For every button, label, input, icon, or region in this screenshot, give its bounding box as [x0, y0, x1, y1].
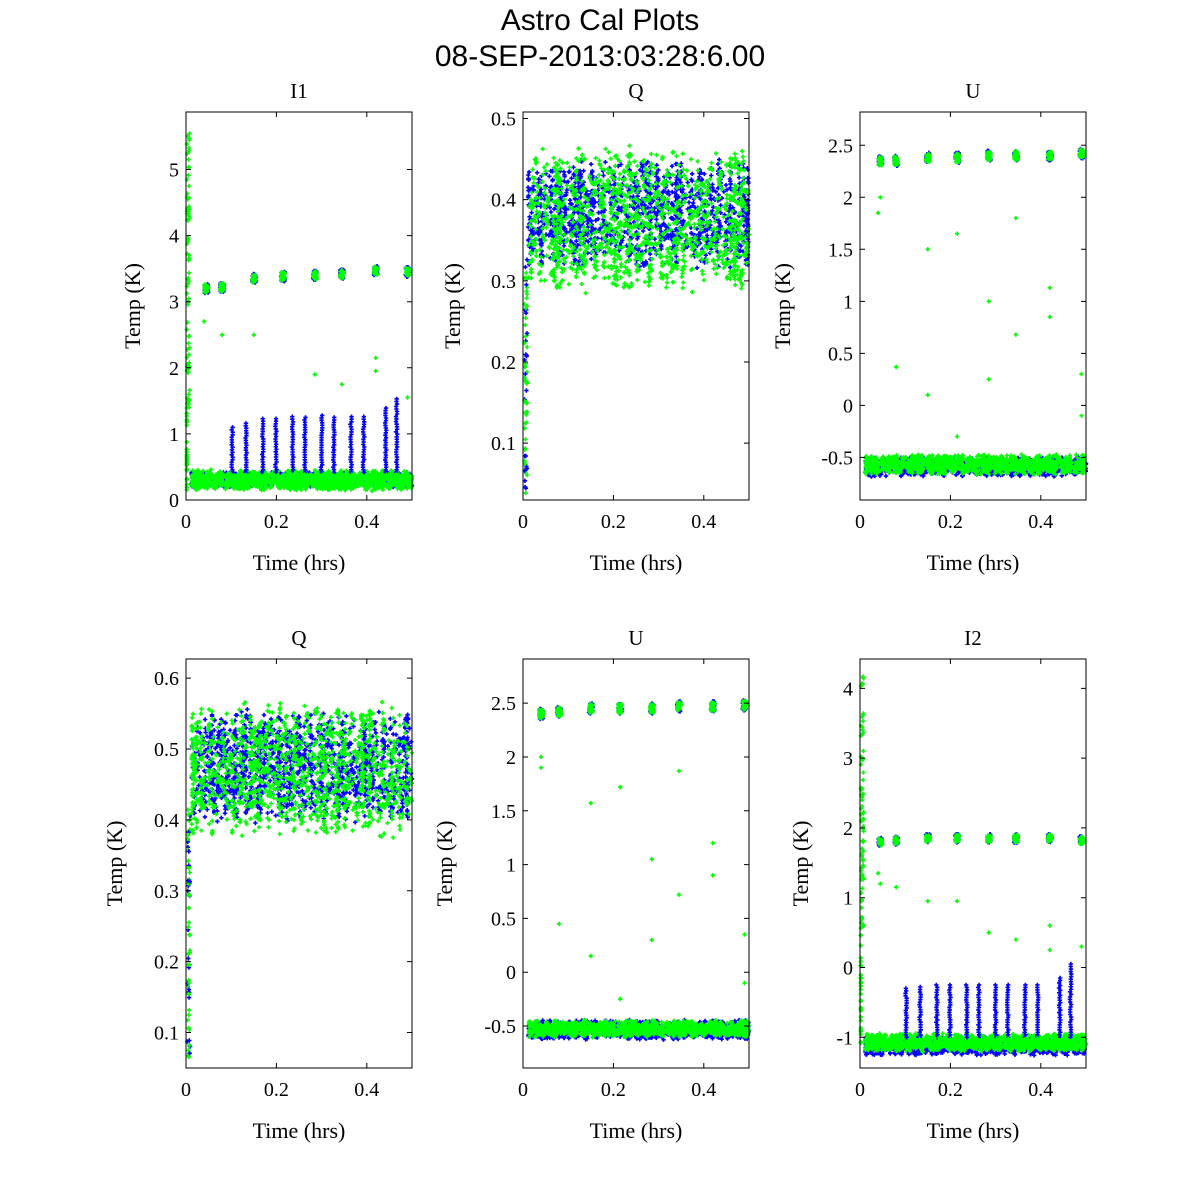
blue-spike-point [383, 405, 389, 411]
blue-point [548, 209, 554, 215]
green-outlier-point [339, 382, 345, 387]
y-tick-label: 0 [169, 490, 179, 512]
blue-point [535, 170, 540, 175]
blue-spike-point [332, 415, 337, 420]
blue-spike-point [361, 414, 366, 419]
x-tick-label: 0.2 [264, 511, 289, 533]
green-start-point [186, 341, 191, 346]
blue-point [741, 223, 747, 228]
green-start-point [186, 157, 191, 162]
green-start-point [186, 145, 192, 151]
green-start-point [184, 411, 190, 416]
green-start-point [184, 141, 190, 147]
green-start-point [184, 439, 190, 445]
y-tick-label: 4 [169, 226, 179, 248]
blue-spike-point [243, 421, 249, 426]
blue-spike-point [394, 396, 399, 402]
green-outlier-point [201, 319, 207, 324]
subplot-i1-1: 0 0.2 0.4 0 1 2 3 4 5 I1 Time (hrs) Temp (K) [120, 79, 415, 575]
blue-point [654, 217, 659, 222]
green-start-point [184, 423, 190, 428]
blue-spike-point [290, 414, 295, 419]
x-axis-label: Time (hrs) [253, 550, 346, 575]
y-axis-label: Temp (K) [120, 263, 145, 349]
green-start-point [186, 392, 191, 397]
blue-point [603, 160, 608, 165]
blue-point [641, 228, 646, 234]
green-outlier-point [373, 368, 378, 374]
blue-point [547, 174, 552, 179]
green-start-point [187, 183, 192, 189]
y-tick-label: 5 [169, 160, 179, 182]
green-start-point [186, 270, 192, 276]
x-tick-label: 0.4 [354, 511, 379, 533]
green-outlier-point [312, 372, 317, 377]
blue-spike-point [320, 413, 325, 418]
green-outlier-point [373, 355, 378, 361]
green-start-point [186, 173, 191, 178]
y-tick-label: 2 [169, 358, 179, 380]
subplot-title: I1 [290, 79, 308, 103]
green-start-point [184, 449, 190, 455]
blue-point [736, 175, 742, 180]
green-outlier-point [220, 332, 225, 337]
blue-point [529, 210, 534, 215]
green-start-point [187, 388, 192, 393]
blue-point [686, 200, 692, 205]
blue-point [601, 173, 606, 178]
x-tick-label: 0 [181, 511, 191, 533]
blue-point [694, 265, 700, 270]
green-outlier-point [251, 332, 256, 337]
y-tick-label: 1 [169, 424, 179, 446]
blue-point [588, 162, 594, 167]
blue-spike-point [260, 416, 265, 421]
axes-frame [185, 111, 413, 501]
blue-point [723, 182, 729, 188]
blue-point [561, 243, 567, 248]
points [522, 143, 752, 496]
blue-point [567, 198, 573, 203]
green-start-point [184, 327, 190, 332]
green-outlier-point [405, 395, 410, 400]
y-tick-label: 3 [169, 292, 179, 314]
points [184, 131, 415, 494]
blue-point [690, 171, 695, 176]
green-start-point [186, 334, 192, 339]
blue-point [566, 169, 572, 175]
blue-spike-point [273, 416, 279, 421]
blue-point [581, 168, 586, 173]
blue-spike-point [349, 414, 354, 419]
